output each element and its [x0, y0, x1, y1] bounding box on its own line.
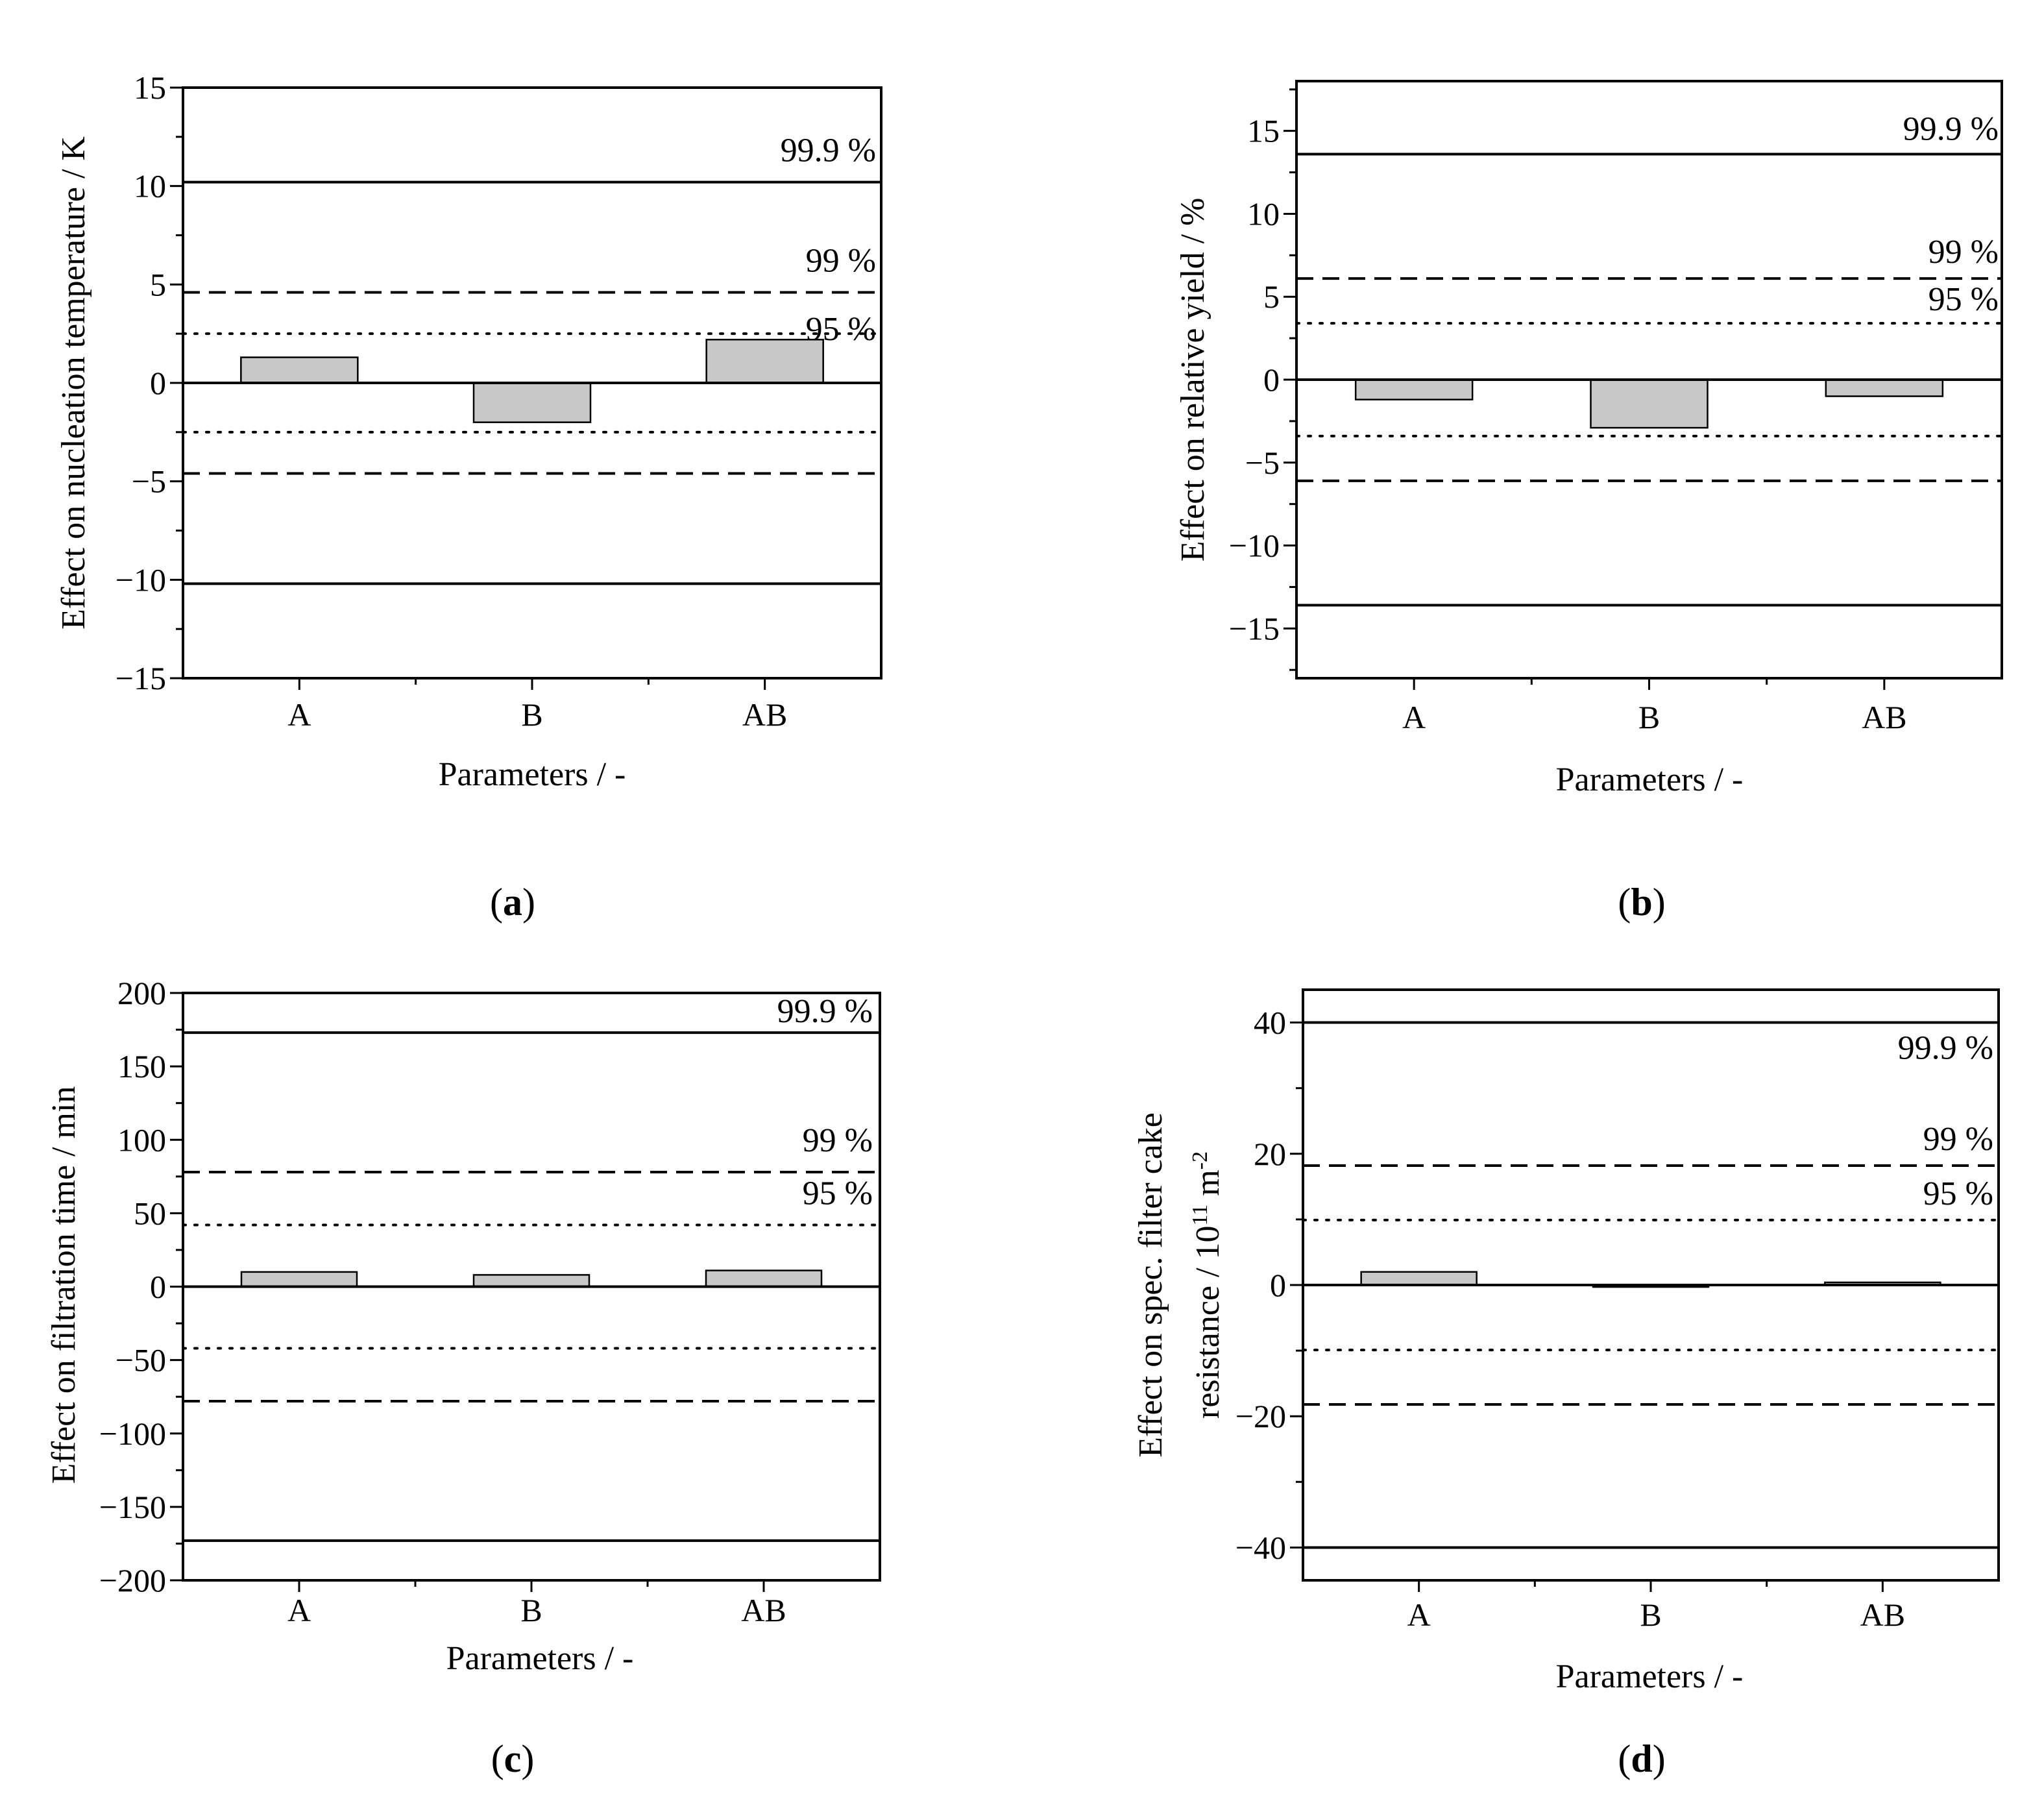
y-tick-label: 15 — [134, 69, 166, 106]
significance-label: 95 % — [803, 1175, 873, 1212]
x-tick-label: B — [1640, 1597, 1661, 1633]
axis-title-segment: m — [1189, 1169, 1226, 1204]
x-tick-label: AB — [742, 696, 787, 733]
y-axis-title-line1: Effect on spec. filter cake — [1132, 1112, 1169, 1458]
y-tick-label: 200 — [117, 975, 166, 1011]
significance-label: 99.9 % — [1898, 1030, 1993, 1067]
y-tick-label: 5 — [1263, 278, 1280, 315]
y-tick-label: −10 — [116, 561, 166, 598]
y-tick-label: 0 — [150, 1269, 166, 1305]
x-tick-label: A — [1402, 699, 1426, 735]
y-tick-label: 0 — [150, 365, 166, 401]
panel-label-c: (c) — [491, 1737, 535, 1780]
axis-title-segment: resistance / 10 — [1189, 1226, 1226, 1419]
x-axis-title: Parameters / - — [1556, 761, 1744, 798]
x-tick-label: AB — [1862, 699, 1906, 735]
superscript: 11 — [1188, 1205, 1212, 1226]
x-axis-title: Parameters / - — [446, 1640, 634, 1677]
y-tick-label: −10 — [1229, 528, 1280, 564]
y-tick-label: 40 — [1254, 1005, 1286, 1041]
significance-label: 95 % — [1923, 1175, 1993, 1212]
significance-label: 99.9 % — [781, 132, 876, 169]
y-tick-label: −150 — [99, 1489, 166, 1525]
y-tick-label: −20 — [1235, 1398, 1286, 1434]
bar-b — [472, 382, 592, 423]
chart-panel-c: 99.9 % 99 % 95 % −200 −150 −100 −50 0 50 100 150 20… — [45, 975, 881, 1677]
x-tick-label: A — [287, 696, 311, 733]
bar-a — [240, 356, 359, 384]
significance-label: 99.9 % — [777, 993, 873, 1030]
y-tick-label: 10 — [134, 168, 166, 204]
x-tick-label: AB — [1860, 1597, 1905, 1633]
y-tick-label: −15 — [116, 660, 166, 696]
bar-ab — [705, 339, 824, 384]
y-tick-label: −100 — [99, 1415, 166, 1452]
bar-a — [1360, 1271, 1478, 1286]
y-tick-label: 100 — [117, 1121, 166, 1158]
y-tick-label: −5 — [132, 463, 166, 500]
panel-label-a: (a) — [490, 881, 535, 924]
y-tick-label: 15 — [1247, 113, 1280, 149]
y-tick-label: 0 — [1263, 361, 1280, 398]
bar-b — [472, 1274, 590, 1288]
y-tick-label: 0 — [1270, 1267, 1286, 1303]
y-tick-label: −5 — [1245, 445, 1280, 481]
x-tick-label: A — [1407, 1597, 1431, 1633]
x-tick-label: B — [520, 1592, 542, 1628]
significance-label: 95 % — [1928, 281, 1999, 318]
y-tick-label: −40 — [1235, 1529, 1286, 1565]
x-tick-label: AB — [741, 1592, 786, 1628]
y-tick-label: −200 — [99, 1562, 166, 1598]
bar-a — [240, 1271, 358, 1288]
y-tick-label: −50 — [116, 1342, 166, 1378]
bar-ab — [1825, 378, 1944, 397]
significance-label: 99 % — [803, 1122, 873, 1159]
y-tick-label: 5 — [150, 266, 166, 302]
significance-label: 99 % — [1928, 234, 1999, 271]
y-tick-label: 150 — [117, 1048, 166, 1084]
x-axis-title: Parameters / - — [1556, 1658, 1744, 1695]
y-tick-label: −15 — [1229, 610, 1280, 646]
significance-label: 99 % — [806, 242, 876, 279]
y-axis-title: Effect on filtration time / min — [45, 1086, 82, 1484]
y-axis-title-line2: resistance / 1011 m-2 — [1188, 1151, 1226, 1419]
y-tick-label: 50 — [134, 1195, 166, 1231]
significance-label: 99.9 % — [1903, 110, 1999, 147]
y-tick-label: 20 — [1254, 1136, 1286, 1172]
panel-label-d: (d) — [1618, 1737, 1665, 1780]
superscript: -2 — [1188, 1151, 1212, 1169]
y-tick-label: 10 — [1247, 195, 1280, 232]
panel-label-b: (b) — [1618, 881, 1665, 924]
y-axis-title: Effect on nucleation temperature / K — [55, 136, 92, 630]
bar-a — [1354, 378, 1474, 400]
x-axis-title: Parameters / - — [439, 756, 626, 793]
bar-b — [1590, 378, 1709, 429]
x-tick-label: B — [1638, 699, 1660, 735]
bar-ab — [705, 1269, 823, 1288]
x-tick-label: A — [287, 1592, 311, 1628]
significance-label: 99 % — [1923, 1121, 1993, 1158]
y-axis-title: Effect on relative yield / % — [1174, 198, 1211, 562]
x-tick-label: B — [521, 696, 542, 733]
